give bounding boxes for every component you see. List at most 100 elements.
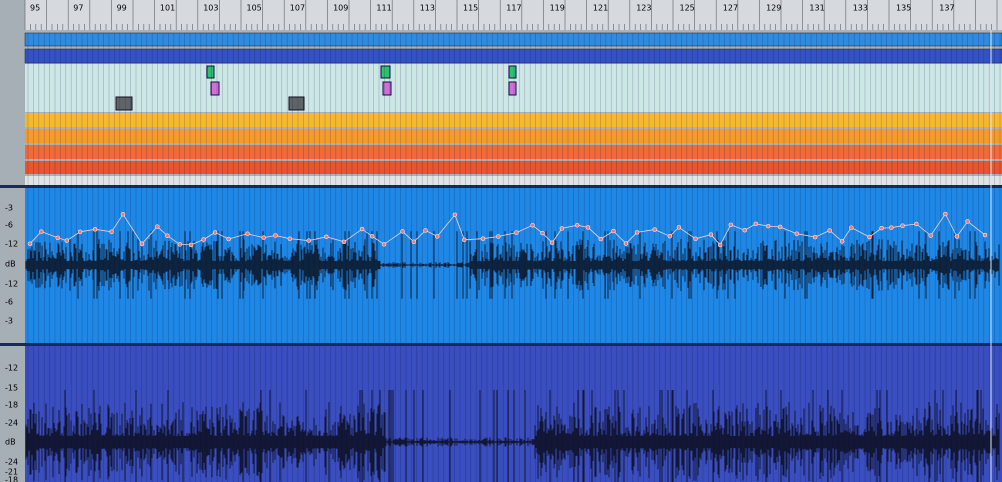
- automation-point: [867, 234, 872, 240]
- automation-point: [77, 229, 83, 235]
- automation-point: [39, 229, 44, 234]
- automation-point: [452, 212, 458, 218]
- automation-point: [341, 239, 347, 245]
- automation-point: [728, 222, 734, 228]
- ruler-label: 95: [30, 4, 40, 13]
- automation-point: [812, 234, 818, 240]
- midi-note[interactable]: [508, 65, 517, 79]
- ruler-label: 135: [896, 4, 911, 13]
- midi-note[interactable]: [210, 81, 220, 96]
- ruler-label: 137: [939, 4, 954, 13]
- automation-point: [794, 231, 799, 236]
- ruler-ticks: [24, 0, 998, 30]
- automation-point: [879, 225, 884, 231]
- automation-point: [765, 223, 771, 229]
- db-scale-label: -24: [5, 458, 18, 467]
- track-divider: [0, 343, 1002, 346]
- db-scale-label: dB: [5, 260, 16, 269]
- left-gutter: [0, 0, 25, 482]
- automation-point: [381, 242, 387, 247]
- automation-point: [965, 219, 970, 224]
- db-scale-label: -6: [5, 298, 13, 307]
- db-scale-label: -18: [5, 401, 18, 410]
- ruler-label: 117: [506, 4, 521, 13]
- automation-point: [423, 228, 428, 233]
- track-dark-blue[interactable]: [24, 48, 1002, 64]
- track-red-orange[interactable]: [25, 145, 1002, 159]
- midi-block[interactable]: [115, 96, 133, 111]
- automation-point: [634, 230, 640, 235]
- automation-point: [400, 229, 405, 234]
- automation-point: [849, 225, 854, 230]
- midi-block[interactable]: [288, 96, 305, 111]
- automation-point: [982, 232, 988, 238]
- ruler-label: 105: [247, 4, 262, 13]
- ruler-label: 129: [766, 4, 781, 13]
- automation-point: [273, 233, 278, 238]
- midi-note[interactable]: [382, 81, 392, 96]
- ruler[interactable]: [0, 0, 1002, 30]
- track-blue[interactable]: [24, 32, 1002, 47]
- automation-point: [549, 240, 555, 245]
- track-red[interactable]: [25, 161, 1002, 174]
- db-scale-label: dB: [5, 438, 16, 447]
- ruler-label: 109: [333, 4, 348, 13]
- automation-point: [540, 230, 545, 236]
- ruler-label: 103: [203, 4, 218, 13]
- track-orange-2[interactable]: [25, 129, 1002, 143]
- automation-point: [623, 241, 629, 246]
- automation-point: [667, 233, 673, 239]
- db-scale-label: -15: [5, 384, 18, 393]
- automation-point: [900, 223, 905, 228]
- automation-point: [212, 230, 218, 235]
- automation-point: [120, 212, 126, 217]
- midi-events: [115, 65, 517, 111]
- midi-note[interactable]: [380, 65, 391, 79]
- automation-point: [306, 238, 312, 243]
- automation-point: [914, 221, 919, 227]
- automation-point: [324, 234, 329, 240]
- automation-point: [287, 236, 293, 241]
- automation-point: [943, 211, 948, 217]
- automation-point: [165, 233, 170, 238]
- ruler-label: 125: [680, 4, 695, 13]
- automation-point: [109, 229, 114, 235]
- automation-point: [177, 242, 183, 247]
- waveform: [25, 231, 1000, 299]
- ruler-label: 133: [853, 4, 868, 13]
- midi-note[interactable]: [508, 81, 517, 96]
- track-light[interactable]: [25, 176, 1002, 185]
- automation-point: [139, 241, 145, 247]
- track-orange[interactable]: [25, 113, 1002, 127]
- automation-point: [480, 236, 486, 241]
- automation-point: [777, 224, 783, 230]
- ruler-label: 119: [550, 4, 565, 13]
- audio-track-1[interactable]: [25, 188, 1002, 343]
- automation-point: [928, 233, 933, 238]
- automation-point: [92, 227, 98, 232]
- automation-point: [954, 234, 960, 239]
- ruler-label: 127: [723, 4, 738, 13]
- automation-point: [585, 225, 591, 230]
- automation-point: [889, 225, 894, 230]
- automation-point: [598, 236, 604, 242]
- automation-point: [188, 242, 194, 248]
- automation-point: [55, 235, 61, 241]
- automation-point: [514, 230, 519, 235]
- ruler-label: 115: [463, 4, 478, 13]
- db-scale-label: -24: [5, 419, 18, 428]
- ruler-label: 107: [290, 4, 305, 13]
- automation-point: [827, 228, 832, 233]
- automation-point: [559, 226, 565, 231]
- automation-point: [496, 234, 501, 239]
- db-scale-label: -6: [5, 221, 13, 230]
- midi-note[interactable]: [206, 65, 215, 79]
- db-scale-label: -12: [5, 280, 18, 289]
- automation-point: [226, 236, 231, 242]
- audio-track-2[interactable]: [25, 346, 1002, 482]
- automation-point: [462, 237, 467, 243]
- ruler-label: 121: [593, 4, 608, 13]
- ruler-label: 101: [160, 4, 175, 13]
- db-scale-label: -12: [5, 364, 18, 373]
